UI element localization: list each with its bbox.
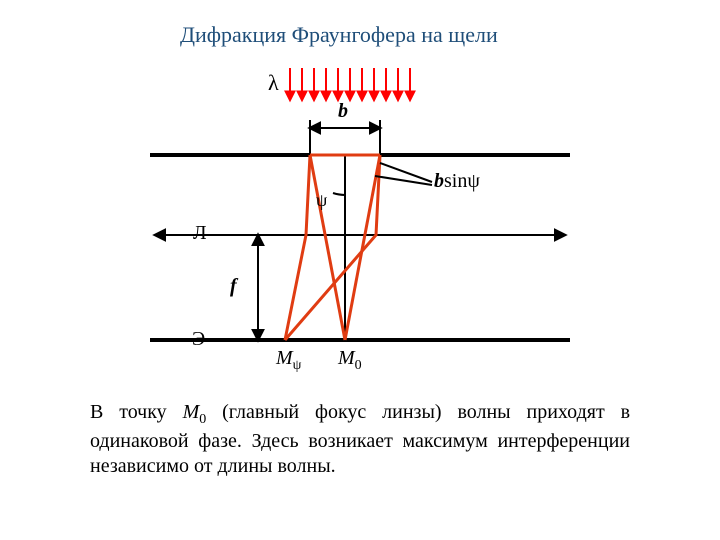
label-lens: Л [193, 222, 207, 245]
ray-right-to-m0 [345, 155, 380, 340]
label-b: b [338, 100, 348, 123]
label-screen: Э [192, 328, 205, 351]
incident-wave-arrows [290, 68, 410, 100]
ray-left-to-mpsi [285, 155, 310, 340]
label-bsinpsi-b: b [434, 170, 444, 192]
psi-arc [333, 193, 345, 195]
label-f: f [230, 275, 237, 298]
label-psi: ψ [316, 190, 327, 211]
label-m-psi: Mψ [276, 347, 301, 374]
ray-right-to-mpsi [285, 155, 380, 340]
label-bsinpsi-rest: sinψ [444, 170, 480, 192]
label-m-psi-m: M [276, 347, 293, 369]
page-title: Дифракция Фраунгофера на щели [180, 22, 498, 48]
ray-left-to-m0 [310, 155, 345, 340]
label-m0-sub: 0 [355, 358, 362, 373]
para-pre: В точку [90, 401, 183, 423]
bsinpsi-pointer-1 [380, 163, 432, 182]
label-lambda: λ [268, 70, 279, 96]
para-M: M [183, 401, 200, 423]
label-m0-m: M [338, 347, 355, 369]
label-bsinpsi: bsinψ [434, 170, 480, 193]
label-m-psi-sub: ψ [293, 358, 302, 373]
label-m0: M0 [338, 347, 362, 374]
description-text: В точку M0 (главный фокус линзы) волны п… [90, 400, 630, 479]
bsinpsi-pointer-2 [375, 176, 432, 185]
